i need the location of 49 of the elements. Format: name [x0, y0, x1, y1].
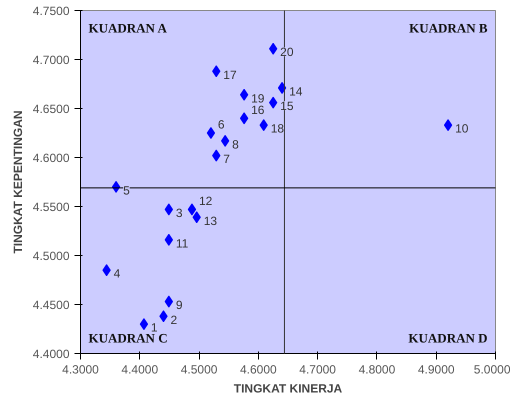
y-tick-label: 4.6500: [32, 102, 70, 116]
x-tick-label: 4.3000: [62, 362, 100, 376]
point: [206, 127, 216, 139]
annotation: 4: [114, 266, 121, 281]
annotation: 18: [270, 122, 284, 136]
y-tick-label: 4.5000: [32, 249, 70, 263]
annotation: 10: [455, 122, 469, 136]
annotation: 2: [170, 312, 178, 327]
point: [188, 203, 196, 216]
annotation: KUADRAN A: [88, 20, 168, 36]
point: [140, 318, 148, 330]
x-tick-label: 4.7000: [299, 362, 336, 376]
annotation: 19: [251, 91, 265, 106]
annotation: 17: [223, 68, 237, 82]
annotation: 20: [280, 45, 294, 60]
y-tick-label: 4.7500: [32, 4, 70, 18]
x-tick-label: 4.8000: [358, 362, 396, 376]
x-tick-label: 4.5000: [180, 362, 218, 376]
x-axis-title: TINGKAT KINERJA: [234, 382, 343, 396]
point: [444, 119, 452, 132]
annotation: 9: [176, 298, 183, 312]
point: [159, 310, 168, 322]
y-tick-label: 4.5500: [32, 200, 70, 214]
point: [240, 112, 248, 124]
annotation: 5: [123, 183, 130, 198]
y-tick-label: 4.4000: [32, 347, 70, 361]
annotation: 8: [232, 137, 240, 152]
y-tick-label: 4.7000: [32, 53, 70, 67]
point: [240, 88, 248, 101]
x-tick-label: 4.9000: [418, 362, 455, 376]
annotation: KUADRAN D: [408, 330, 488, 346]
y-axis-title: TINGKAT KEPENTINGAN: [10, 110, 25, 254]
x-tick-label: 4.6000: [240, 362, 278, 376]
annotation: 12: [198, 194, 213, 208]
annotation: 16: [251, 102, 265, 117]
annotation: 6: [218, 118, 225, 132]
x-tick-label: 5.0000: [474, 362, 511, 376]
y-tick-label: 4.6000: [32, 151, 70, 165]
annotation: 13: [204, 214, 218, 228]
y-tick-label: 4.4500: [32, 298, 70, 312]
annotation: 15: [280, 99, 294, 114]
annotation: 7: [223, 152, 230, 166]
point: [220, 134, 230, 147]
point: [102, 264, 111, 276]
x-tick-label: 4.4000: [121, 362, 158, 376]
annotation: KUADRAN B: [409, 20, 488, 36]
annotation: 14: [289, 84, 303, 98]
annotation: 11: [176, 236, 189, 250]
annotation: 3: [176, 206, 183, 220]
